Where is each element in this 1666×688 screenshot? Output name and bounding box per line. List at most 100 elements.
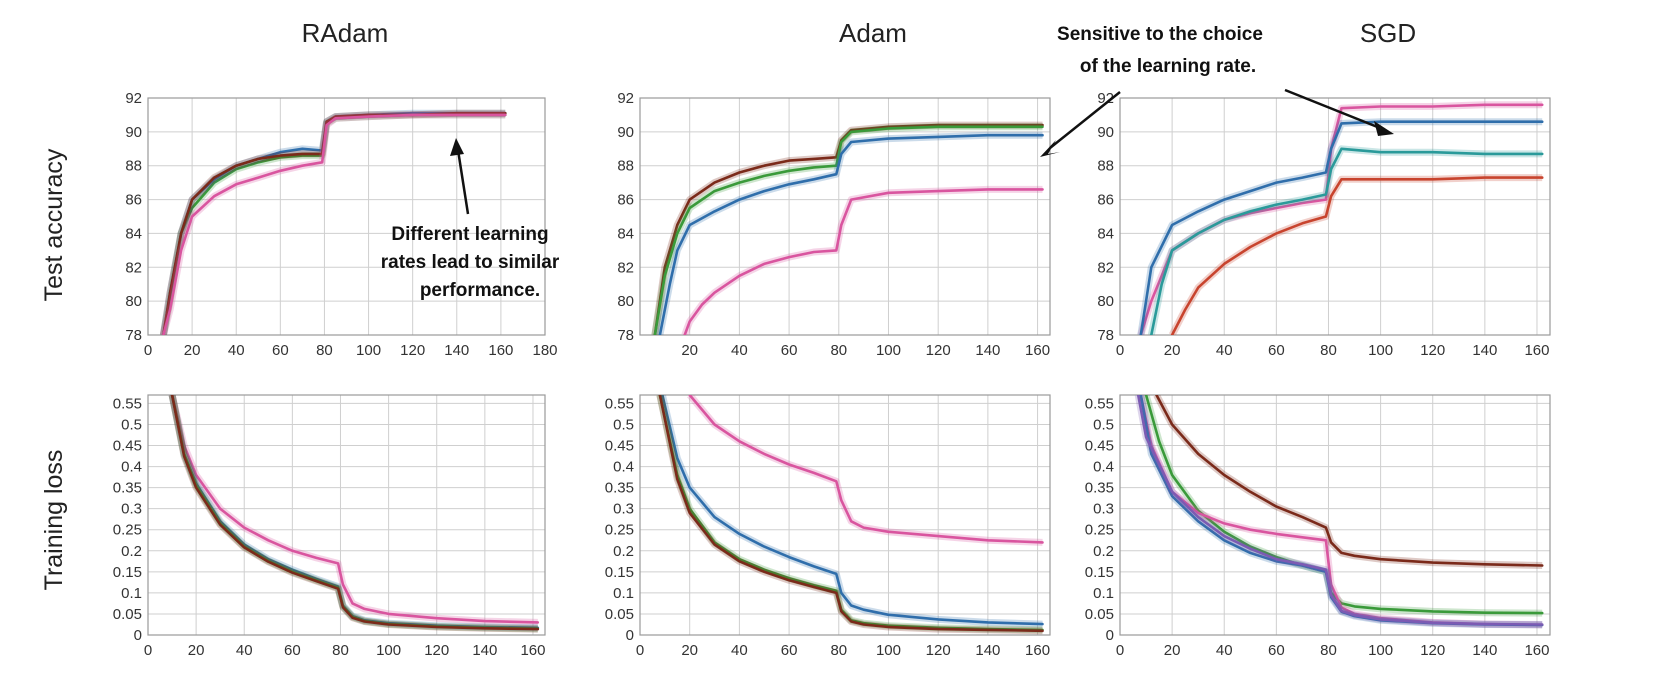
x-tick-label: 140	[1472, 642, 1497, 659]
series-line-lr-2	[1139, 120, 1544, 335]
y-tick-label: 0.55	[113, 395, 142, 412]
annotation-similar-line-1: Different learning	[391, 224, 548, 245]
plot-frame	[1119, 97, 1551, 336]
x-tick-label: 100	[876, 342, 901, 359]
plot-frame	[1119, 394, 1551, 636]
x-tick-label: 20	[1164, 342, 1181, 359]
y-tick-label: 0.55	[605, 395, 634, 412]
annotation-similar-performance: Different learning rates lead to similar…	[381, 138, 560, 301]
plot-frame	[639, 97, 1051, 336]
series-line-lr-2	[653, 125, 1044, 335]
series-group	[159, 109, 507, 335]
x-tick-label: 80	[830, 342, 847, 359]
series-line-lr-5	[1136, 395, 1544, 626]
plot-frame	[639, 394, 1051, 636]
annotation-sensitive-line-1: Sensitive to the choice	[1057, 24, 1263, 45]
series-line-lr-2	[1144, 395, 1544, 615]
x-tick-label: 160	[1524, 642, 1549, 659]
x-tick-label: 0	[636, 642, 644, 659]
series-line-lr-1	[170, 395, 540, 624]
y-tick-label: 0.25	[1085, 522, 1114, 539]
chart-title-adam: Adam	[839, 18, 907, 48]
annotation-sensitive-arrow-right	[1284, 88, 1381, 130]
y-tick-label: 86	[125, 192, 142, 209]
y-tick-label: 0.4	[613, 459, 634, 476]
x-tick-label: 160	[1025, 342, 1050, 359]
x-tick-label: 60	[781, 642, 798, 659]
y-tick-label: 78	[125, 327, 142, 344]
y-tick-label: 0	[626, 627, 634, 644]
x-tick-label: 120	[424, 642, 449, 659]
x-tick-label: 100	[876, 642, 901, 659]
x-tick-label: 40	[236, 642, 253, 659]
y-tick-label: 0	[134, 627, 142, 644]
y-tick-label: 0.15	[113, 564, 142, 581]
x-tick-label: 100	[1368, 642, 1393, 659]
x-tick-label: 140	[444, 342, 469, 359]
plot-frame	[147, 394, 546, 636]
y-tick-label: 0.15	[1085, 564, 1114, 581]
y-tick-label: 80	[1097, 293, 1114, 310]
x-tick-label: 120	[1420, 642, 1445, 659]
x-tick-label: 40	[1216, 642, 1233, 659]
y-tick-label: 0.05	[605, 606, 634, 623]
annotation-sensitive-arrow-left	[1049, 91, 1121, 149]
x-tick-label: 40	[731, 642, 748, 659]
y-tick-label: 0	[1106, 627, 1114, 644]
series-line-lr-4	[683, 188, 1044, 335]
y-tick-label: 0.5	[1093, 416, 1114, 433]
x-tick-label: 40	[1216, 342, 1233, 359]
y-tick-label: 84	[1097, 225, 1114, 242]
y-tick-label: 88	[617, 158, 634, 175]
series-line-lr-3	[658, 133, 1044, 335]
annotation-sensitive-line-2: of the learning rate.	[1080, 56, 1256, 77]
series-line-lr-4	[658, 395, 1044, 633]
panel-sgd-loss: 0 20 40 60 80 100 120 140 160 0 0.05 0.1 0.15 0.2 0.25…	[1085, 394, 1551, 659]
y-tick-label: 0.3	[613, 501, 634, 518]
y-tick-label: 82	[1097, 259, 1114, 276]
y-tick-label: 80	[617, 293, 634, 310]
x-tick-label: 80	[332, 642, 349, 659]
x-tick-label: 140	[1472, 342, 1497, 359]
series-line-lr-1	[653, 123, 1044, 335]
x-tick-label: 180	[532, 342, 557, 359]
series-line-lr-1	[688, 395, 1044, 544]
x-tick-label: 60	[272, 342, 289, 359]
series-band-lr-1	[1153, 395, 1543, 569]
chart-title-radam: RAdam	[302, 18, 389, 48]
x-tick-label: 20	[1164, 642, 1181, 659]
y-tick-label: 0.1	[121, 585, 142, 602]
y-tick-label: 92	[617, 90, 634, 107]
annotation-sensitive-arrowhead-left	[1040, 140, 1060, 157]
annotation-sensitive-arrowhead-right	[1374, 121, 1394, 136]
x-tick-label: 100	[1368, 342, 1393, 359]
series-line-lr-4	[162, 113, 507, 335]
y-tick-label: 0.3	[121, 501, 142, 518]
y-tick-label: 0.35	[605, 480, 634, 497]
panel-adam-loss: 0 20 40 60 80 100 120 140 160 0 0.05 0.1 0.15 0.2 0.25…	[605, 394, 1051, 659]
series-line-lr-2	[661, 395, 1044, 626]
y-tick-label: 0.25	[113, 522, 142, 539]
y-tick-label: 0.2	[613, 543, 634, 560]
x-tick-label: 140	[472, 642, 497, 659]
x-tick-label: 0	[1116, 642, 1124, 659]
x-tick-label: 40	[731, 342, 748, 359]
annotation-similar-arrowhead	[450, 138, 464, 156]
annotation-similar-arrow	[456, 149, 470, 215]
series-line-lr-4	[170, 395, 540, 631]
y-tick-label: 0.45	[1085, 438, 1114, 455]
series-line-lr-1	[1155, 395, 1544, 567]
x-tick-label: 60	[781, 342, 798, 359]
x-tick-label: 40	[228, 342, 245, 359]
y-tick-label: 0.1	[613, 585, 634, 602]
series-group	[1137, 101, 1544, 335]
x-tick-label: 160	[488, 342, 513, 359]
y-tick-label: 0.3	[1093, 501, 1114, 518]
x-tick-label: 120	[926, 342, 951, 359]
x-tick-label: 160	[1524, 342, 1549, 359]
y-tick-label: 0.05	[113, 606, 142, 623]
y-tick-label: 0.45	[113, 438, 142, 455]
y-tick-label: 0.45	[605, 438, 634, 455]
series-group	[1134, 395, 1544, 629]
y-tick-label: 86	[1097, 192, 1114, 209]
